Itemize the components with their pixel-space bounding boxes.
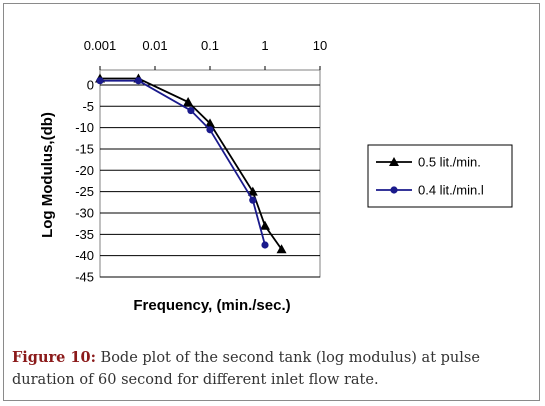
x-tick-label: 0.01 — [142, 38, 167, 53]
triangle-marker — [276, 244, 287, 254]
y-tick-label: -40 — [75, 248, 94, 263]
circle-marker — [134, 77, 143, 85]
caption-text: Bode plot of the second tank (log modulu… — [12, 350, 480, 388]
legend-entry: 0.4 lit./min.l — [376, 183, 484, 198]
x-tick-label: 0.001 — [84, 38, 117, 53]
y-tick-label: 0 — [87, 77, 94, 92]
circle-marker — [261, 241, 269, 249]
y-tick-label: -25 — [75, 184, 94, 199]
y-tick-label: -30 — [75, 205, 94, 220]
legend: 0.5 lit./min. 0.4 lit./min.l — [367, 144, 513, 208]
y-tick-label: -15 — [75, 141, 94, 156]
figure-caption: Figure 10: Bode plot of the second tank … — [12, 347, 532, 391]
y-tick-label: -5 — [82, 99, 94, 114]
bode-plot-chart: 0 -5 -10 -15 -20 -25 -30 -35 -40 -45 0.001 0.01 0.1 1… — [39, 38, 513, 314]
circle-marker — [390, 186, 398, 194]
triangle-marker — [205, 118, 215, 128]
series-line — [100, 79, 266, 246]
y-axis-title: Log Modulus,(db) — [39, 112, 56, 238]
y-tick-label: -20 — [75, 163, 94, 178]
y-tick-label: -35 — [75, 227, 94, 242]
legend-label: 0.4 lit./min.l — [418, 183, 484, 198]
triangle-marker — [247, 186, 258, 196]
circle-marker — [187, 106, 195, 115]
x-tick-label: 0.1 — [201, 38, 219, 53]
circle-marker — [206, 126, 214, 134]
legend-box — [367, 144, 513, 208]
circle-marker — [96, 77, 104, 85]
x-tick-label: 1 — [261, 38, 268, 53]
legend-label: 0.5 lit./min. — [418, 155, 481, 170]
y-tick-label: -45 — [75, 270, 94, 285]
triangle-marker — [183, 97, 194, 107]
legend-entry: 0.5 lit./min. — [376, 155, 481, 170]
series-group — [96, 77, 269, 249]
x-tick-label: 10 — [313, 38, 327, 53]
x-axis-title: Frequency, (min./sec.) — [133, 297, 290, 314]
y-tick-label: -10 — [75, 120, 94, 135]
plot-area — [99, 69, 321, 278]
circle-marker — [249, 196, 257, 204]
triangle-marker — [389, 157, 399, 166]
triangle-marker — [260, 220, 270, 230]
caption-label: Figure 10: — [12, 349, 96, 366]
